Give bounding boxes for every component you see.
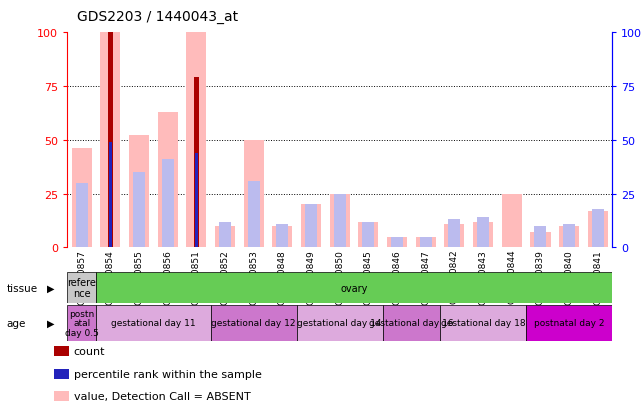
Bar: [194, 78, 199, 248]
Bar: [362, 222, 374, 248]
Text: ▶: ▶: [47, 283, 54, 293]
Bar: [559, 226, 579, 248]
Bar: [67, 306, 96, 341]
Bar: [247, 181, 260, 248]
Text: gestational day 14: gestational day 14: [297, 319, 382, 328]
Bar: [305, 205, 317, 248]
Bar: [244, 140, 263, 248]
Bar: [133, 173, 145, 248]
Text: postnatal day 2: postnatal day 2: [534, 319, 604, 328]
Text: ovary: ovary: [340, 283, 368, 293]
Text: gestational day 16: gestational day 16: [369, 319, 454, 328]
Text: gestational day 11: gestational day 11: [111, 319, 196, 328]
Bar: [329, 194, 350, 248]
Bar: [67, 273, 96, 304]
Bar: [162, 160, 174, 248]
Bar: [526, 306, 612, 341]
Bar: [383, 306, 440, 341]
Bar: [588, 211, 608, 248]
Bar: [440, 306, 526, 341]
Bar: [100, 33, 121, 248]
Bar: [272, 226, 292, 248]
Text: value, Detection Call = ABSENT: value, Detection Call = ABSENT: [74, 392, 251, 401]
Text: count: count: [74, 346, 105, 356]
Bar: [76, 183, 88, 248]
Text: GDS2203 / 1440043_at: GDS2203 / 1440043_at: [77, 10, 238, 24]
Bar: [531, 233, 551, 248]
Bar: [473, 222, 493, 248]
Bar: [211, 306, 297, 341]
Text: gestational day 18: gestational day 18: [441, 319, 526, 328]
Bar: [72, 149, 92, 248]
Text: percentile rank within the sample: percentile rank within the sample: [74, 369, 262, 379]
Bar: [276, 224, 288, 248]
Bar: [391, 237, 403, 248]
Bar: [535, 226, 547, 248]
Bar: [416, 237, 436, 248]
Bar: [449, 220, 460, 248]
Bar: [215, 226, 235, 248]
Bar: [158, 112, 178, 248]
Bar: [108, 33, 113, 248]
Text: postn
atal
day 0.5: postn atal day 0.5: [65, 309, 99, 337]
Bar: [563, 224, 575, 248]
Bar: [358, 222, 378, 248]
Bar: [444, 224, 465, 248]
Bar: [129, 136, 149, 248]
Text: tissue: tissue: [6, 283, 38, 293]
Bar: [502, 194, 522, 248]
Text: age: age: [6, 318, 26, 328]
Bar: [195, 153, 197, 248]
Bar: [109, 142, 112, 248]
Text: refere
nce: refere nce: [67, 278, 96, 299]
Bar: [387, 237, 407, 248]
Bar: [334, 194, 345, 248]
Bar: [187, 33, 206, 248]
Bar: [477, 218, 489, 248]
Text: gestational day 12: gestational day 12: [212, 319, 296, 328]
Bar: [297, 306, 383, 341]
Bar: [219, 222, 231, 248]
Text: ▶: ▶: [47, 318, 54, 328]
Bar: [592, 209, 604, 248]
Bar: [301, 205, 321, 248]
Bar: [96, 306, 211, 341]
Bar: [420, 237, 432, 248]
